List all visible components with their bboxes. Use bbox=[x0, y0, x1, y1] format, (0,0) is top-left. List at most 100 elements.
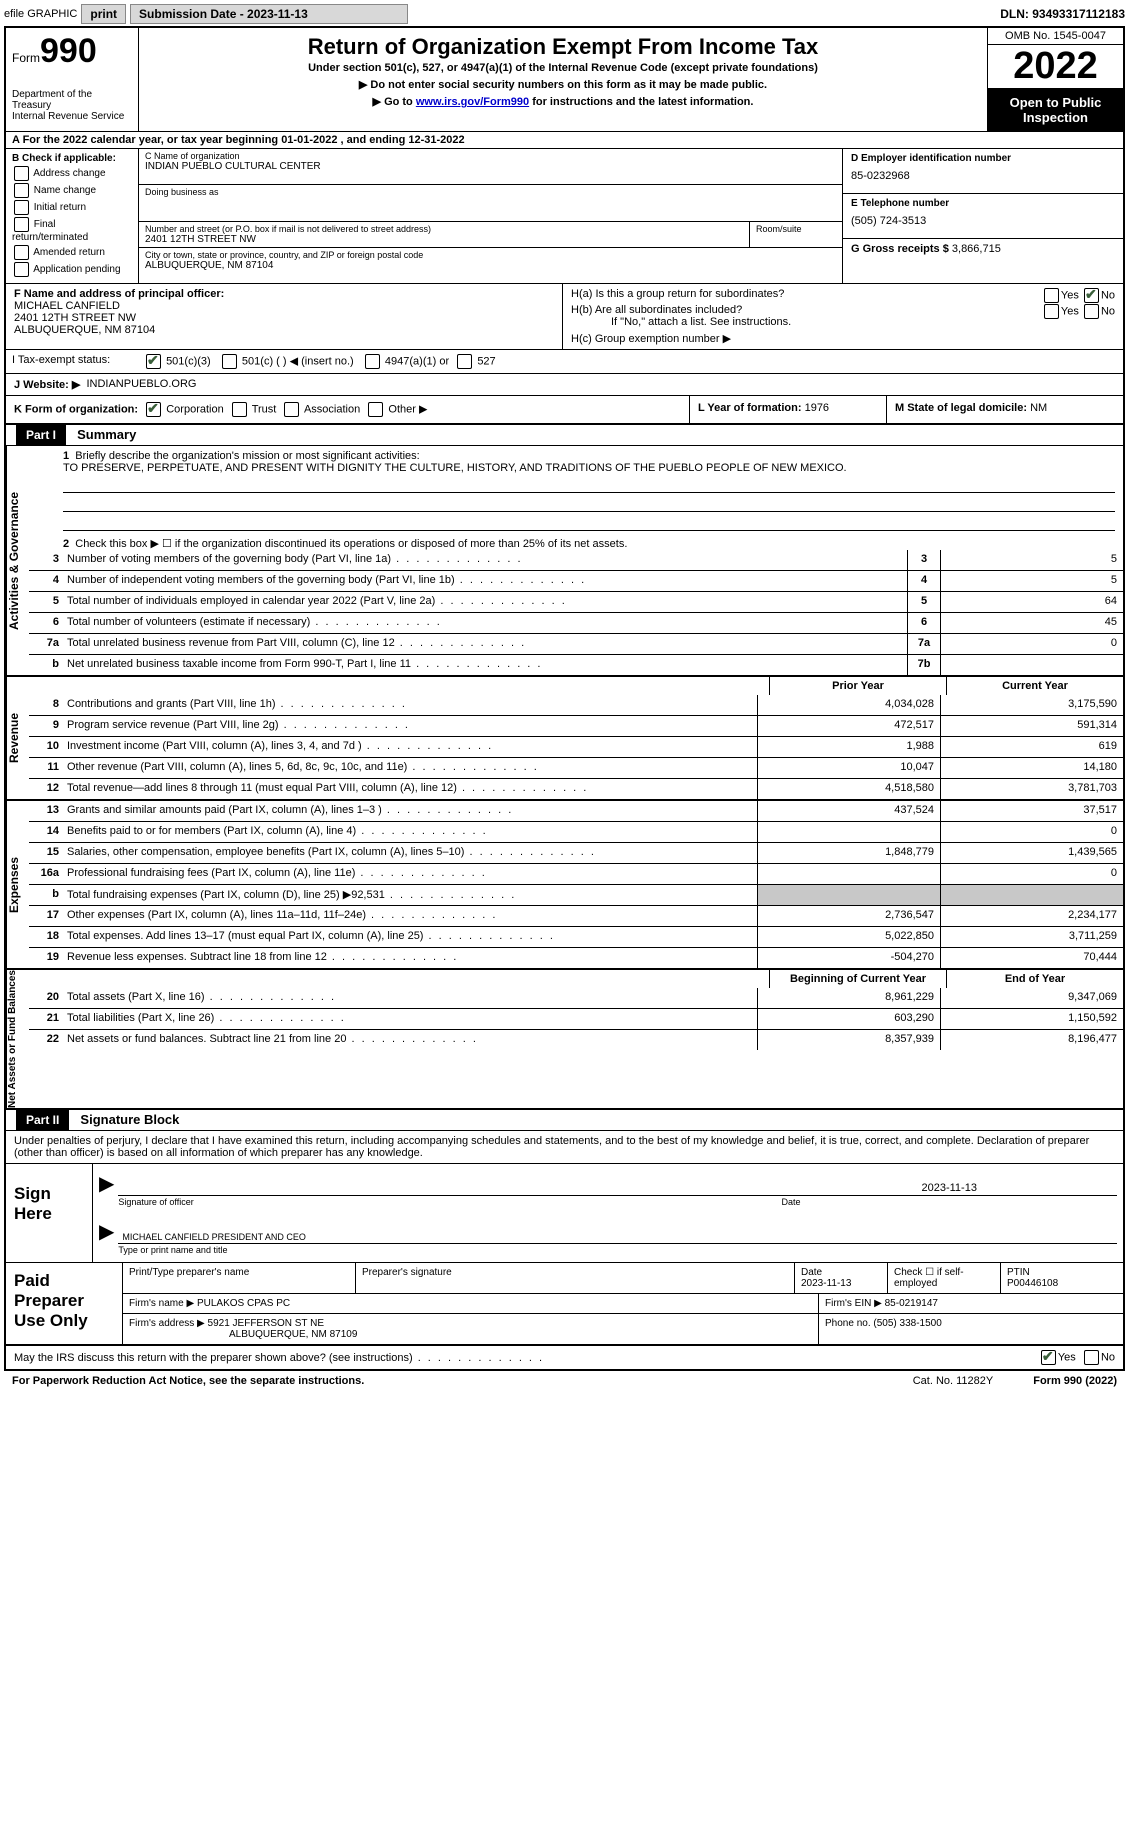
i-label: I Tax-exempt status: bbox=[6, 350, 138, 373]
cb-527[interactable] bbox=[457, 354, 472, 369]
summary-line: 16aProfessional fundraising fees (Part I… bbox=[29, 863, 1123, 884]
org-name-label: C Name of organization bbox=[145, 151, 836, 161]
cb-corporation[interactable] bbox=[146, 402, 161, 417]
summary-line: 19Revenue less expenses. Subtract line 1… bbox=[29, 947, 1123, 968]
signature-field: Signature of officer bbox=[118, 1180, 781, 1196]
part1-badge: Part I bbox=[16, 425, 66, 445]
cb-final-return[interactable] bbox=[14, 217, 29, 232]
ptin-label: PTIN bbox=[1007, 1267, 1030, 1278]
part2-badge: Part II bbox=[16, 1110, 69, 1130]
top-bar: efile GRAPHIC print Submission Date - 20… bbox=[4, 4, 1125, 24]
hb-no[interactable] bbox=[1084, 304, 1099, 319]
page-footer: For Paperwork Reduction Act Notice, see … bbox=[4, 1371, 1125, 1391]
dept-label: Department of the Treasury bbox=[12, 89, 132, 111]
cb-label: Application pending bbox=[33, 264, 120, 275]
tel-value: (505) 724-3513 bbox=[851, 215, 1115, 227]
opt-4947: 4947(a)(1) or bbox=[385, 355, 449, 367]
gross-label: G Gross receipts $ bbox=[851, 243, 949, 255]
summary-line: 9Program service revenue (Part VIII, lin… bbox=[29, 715, 1123, 736]
may-irs-yes[interactable] bbox=[1041, 1350, 1056, 1365]
part2-header-row: Part II Signature Block bbox=[6, 1110, 1123, 1130]
section-f: F Name and address of principal officer:… bbox=[6, 284, 563, 349]
form-number: 990 bbox=[40, 32, 97, 70]
city-value: ALBUQUERQUE, NM 87104 bbox=[145, 260, 836, 271]
cb-initial-return[interactable] bbox=[14, 200, 29, 215]
opt-trust: Trust bbox=[252, 403, 277, 415]
cb-association[interactable] bbox=[284, 402, 299, 417]
firm-name-label: Firm's name ▶ bbox=[129, 1298, 194, 1309]
no-label: No bbox=[1101, 1351, 1115, 1363]
cb-501c[interactable] bbox=[222, 354, 237, 369]
summary-line: 10Investment income (Part VIII, column (… bbox=[29, 736, 1123, 757]
row-j-website: J Website: ▶ INDIANPUEBLO.ORG bbox=[6, 374, 1123, 396]
summary-line: bTotal fundraising expenses (Part IX, co… bbox=[29, 884, 1123, 905]
j-label: J Website: ▶ bbox=[14, 378, 80, 391]
submission-date-button[interactable]: Submission Date - 2023-11-13 bbox=[130, 4, 408, 24]
k-label: K Form of organization: bbox=[14, 403, 138, 415]
cb-501c3[interactable] bbox=[146, 354, 161, 369]
col-c-org-info: C Name of organization INDIAN PUEBLO CUL… bbox=[139, 149, 842, 283]
perjury-declaration: Under penalties of perjury, I declare th… bbox=[6, 1130, 1123, 1163]
form-title: Return of Organization Exempt From Incom… bbox=[149, 34, 977, 60]
cb-amended-return[interactable] bbox=[14, 245, 29, 260]
officer-street: 2401 12TH STREET NW bbox=[14, 312, 136, 324]
m-label: M State of legal domicile: bbox=[895, 402, 1027, 414]
part2-title: Signature Block bbox=[72, 1109, 179, 1130]
no-label: No bbox=[1101, 289, 1115, 301]
cb-4947[interactable] bbox=[365, 354, 380, 369]
q2-label: Check this box ▶ ☐ if the organization d… bbox=[75, 538, 627, 550]
ha-no[interactable] bbox=[1084, 288, 1099, 303]
tel-label: E Telephone number bbox=[851, 198, 1115, 209]
opt-other: Other ▶ bbox=[388, 403, 427, 415]
print-button[interactable]: print bbox=[81, 4, 126, 24]
paid-preparer-section: Paid Preparer Use Only Print/Type prepar… bbox=[6, 1263, 1123, 1345]
may-irs-discuss: May the IRS discuss this return with the… bbox=[6, 1345, 1123, 1369]
vlabel-ag: Activities & Governance bbox=[6, 446, 29, 675]
header-sub3: ▶ Go to www.irs.gov/Form990 for instruct… bbox=[149, 95, 977, 108]
col-b-title: B Check if applicable: bbox=[12, 153, 116, 164]
summary-line: 11Other revenue (Part VIII, column (A), … bbox=[29, 757, 1123, 778]
website-value: INDIANPUEBLO.ORG bbox=[86, 378, 196, 391]
section-expenses: Expenses 13Grants and similar amounts pa… bbox=[6, 801, 1123, 970]
ha-label: H(a) Is this a group return for subordin… bbox=[571, 288, 784, 300]
summary-line: 8Contributions and grants (Part VIII, li… bbox=[29, 695, 1123, 715]
part1-header-row: Part I Summary bbox=[6, 425, 1123, 446]
check-self-employed: Check ☐ if self-employed bbox=[888, 1263, 1001, 1293]
name-title-field: MICHAEL CANFIELD PRESIDENT AND CEO Type … bbox=[118, 1218, 1117, 1244]
section-h: H(a) Is this a group return for subordin… bbox=[563, 284, 1123, 349]
cb-application-pending[interactable] bbox=[14, 262, 29, 277]
row-i-tax-status: I Tax-exempt status: 501(c)(3) 501(c) ( … bbox=[6, 350, 1123, 374]
irs-label: Internal Revenue Service bbox=[12, 111, 132, 122]
vlabel-expenses: Expenses bbox=[6, 801, 29, 968]
header-right: OMB No. 1545-0047 2022 Open to Public In… bbox=[987, 28, 1123, 131]
firm-name: PULAKOS CPAS PC bbox=[197, 1298, 290, 1309]
row-k-form-org: K Form of organization: Corporation Trus… bbox=[6, 396, 1123, 425]
cb-label: Amended return bbox=[33, 247, 105, 258]
hb-yes[interactable] bbox=[1044, 304, 1059, 319]
cb-trust[interactable] bbox=[232, 402, 247, 417]
officer-name: MICHAEL CANFIELD bbox=[14, 300, 120, 312]
firm-addr2: ALBUQUERQUE, NM 87109 bbox=[229, 1329, 357, 1340]
footer-center: Cat. No. 11282Y bbox=[913, 1375, 994, 1387]
hb-note: If "No," attach a list. See instructions… bbox=[611, 316, 1115, 328]
cb-address-change[interactable] bbox=[14, 166, 29, 181]
may-irs-no[interactable] bbox=[1084, 1350, 1099, 1365]
summary-line: 6Total number of volunteers (estimate if… bbox=[29, 612, 1123, 633]
cb-name-change[interactable] bbox=[14, 183, 29, 198]
mission-text: TO PRESERVE, PERPETUATE, AND PRESENT WIT… bbox=[63, 462, 847, 474]
sign-here-label: Sign Here bbox=[6, 1164, 92, 1262]
phone-label: Phone no. bbox=[825, 1318, 871, 1329]
ha-yes[interactable] bbox=[1044, 288, 1059, 303]
irs-link[interactable]: www.irs.gov/Form990 bbox=[416, 96, 529, 108]
row-a-calendar-year: A For the 2022 calendar year, or tax yea… bbox=[6, 132, 1123, 149]
summary-line: 15Salaries, other compensation, employee… bbox=[29, 842, 1123, 863]
cb-other[interactable] bbox=[368, 402, 383, 417]
prep-date: 2023-11-13 bbox=[801, 1278, 851, 1289]
form-container: Form990 Department of the Treasury Inter… bbox=[4, 26, 1125, 1371]
city-label: City or town, state or province, country… bbox=[145, 250, 836, 260]
section-fh: F Name and address of principal officer:… bbox=[6, 284, 1123, 350]
open-to-public: Open to Public Inspection bbox=[988, 89, 1123, 131]
no-label: No bbox=[1101, 305, 1115, 317]
yes-label: Yes bbox=[1061, 289, 1079, 301]
cb-label: Name change bbox=[34, 185, 96, 196]
